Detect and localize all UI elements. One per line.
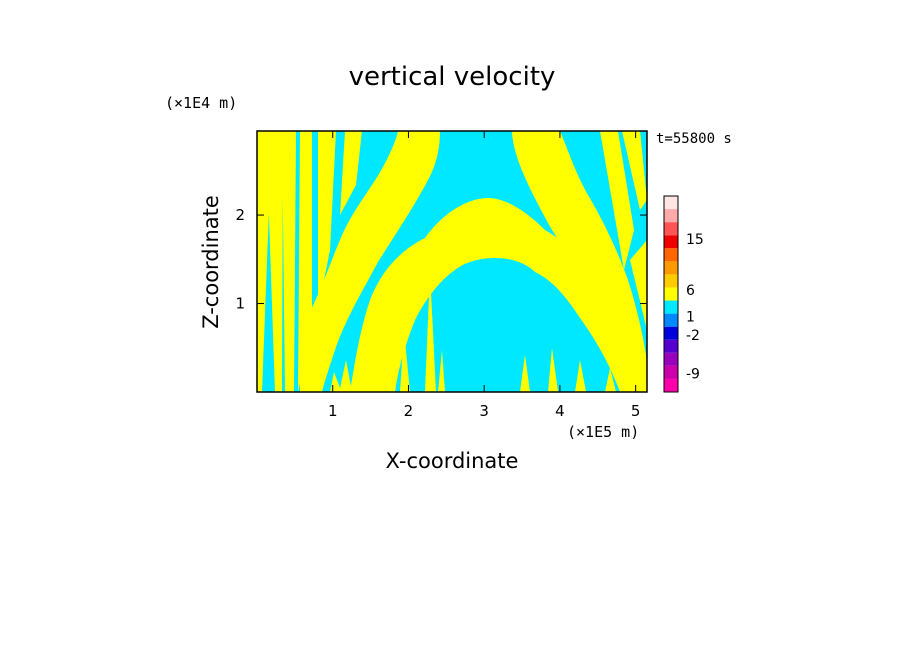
y-axis: 12 [235, 206, 647, 313]
x-tick-label-3: 4 [555, 402, 565, 420]
x-tick-label-2: 3 [479, 402, 489, 420]
colorbar-level-14 [664, 196, 678, 210]
x-tick-label-4: 5 [631, 402, 641, 420]
colorbar-level-1 [664, 365, 678, 379]
colorbar-level-0 [664, 378, 678, 392]
right-wave-stripes [600, 131, 647, 330]
colorbar-label-2: 1 [686, 310, 695, 326]
colorbar-level-3 [664, 339, 678, 353]
colorbar-label-3: -2 [686, 328, 700, 344]
colorbar-level-9 [664, 261, 678, 275]
colorbar-level-13 [664, 209, 678, 223]
colorbar-level-8 [664, 274, 678, 288]
y-tick-label-1: 2 [235, 206, 245, 224]
left-wave-stripes [257, 131, 362, 392]
x-tick-label-0: 1 [328, 402, 338, 420]
colorbar-level-4 [664, 326, 678, 340]
colorbar-level-11 [664, 235, 678, 249]
colorbar-level-7 [664, 287, 678, 301]
x-unit-label: (×1E5 m) [567, 423, 639, 441]
y-axis-label: Z-coordinate [199, 195, 223, 329]
positive-velocity-regions [257, 131, 647, 392]
plot-frame [256, 130, 648, 393]
chart-title: vertical velocity [349, 62, 556, 92]
colorbar-label-0: 15 [686, 232, 704, 248]
x-tick-label-1: 2 [404, 402, 414, 420]
colorbar-level-5 [664, 313, 678, 327]
central-updraft-band [350, 198, 647, 392]
x-axis: 1 2 3 4 5 [328, 131, 640, 420]
colorbar: 15 6 1 -2 -9 [663, 195, 704, 393]
colorbar-frame [663, 195, 679, 393]
x-axis-label: X-coordinate [386, 449, 519, 473]
velocity-field [257, 131, 647, 392]
colorbar-level-6 [664, 300, 678, 314]
colorbar-level-2 [664, 352, 678, 366]
colorbar-label-1: 6 [686, 283, 695, 299]
z-unit-label: (×1E4 m) [165, 94, 237, 112]
time-label: t=55800 s [656, 131, 732, 147]
colorbar-level-12 [664, 222, 678, 236]
y-tick-label-0: 1 [235, 295, 245, 313]
colorbar-level-10 [664, 248, 678, 262]
colorbar-label-4: -9 [686, 366, 700, 382]
outer-updraft-arch [300, 131, 440, 392]
